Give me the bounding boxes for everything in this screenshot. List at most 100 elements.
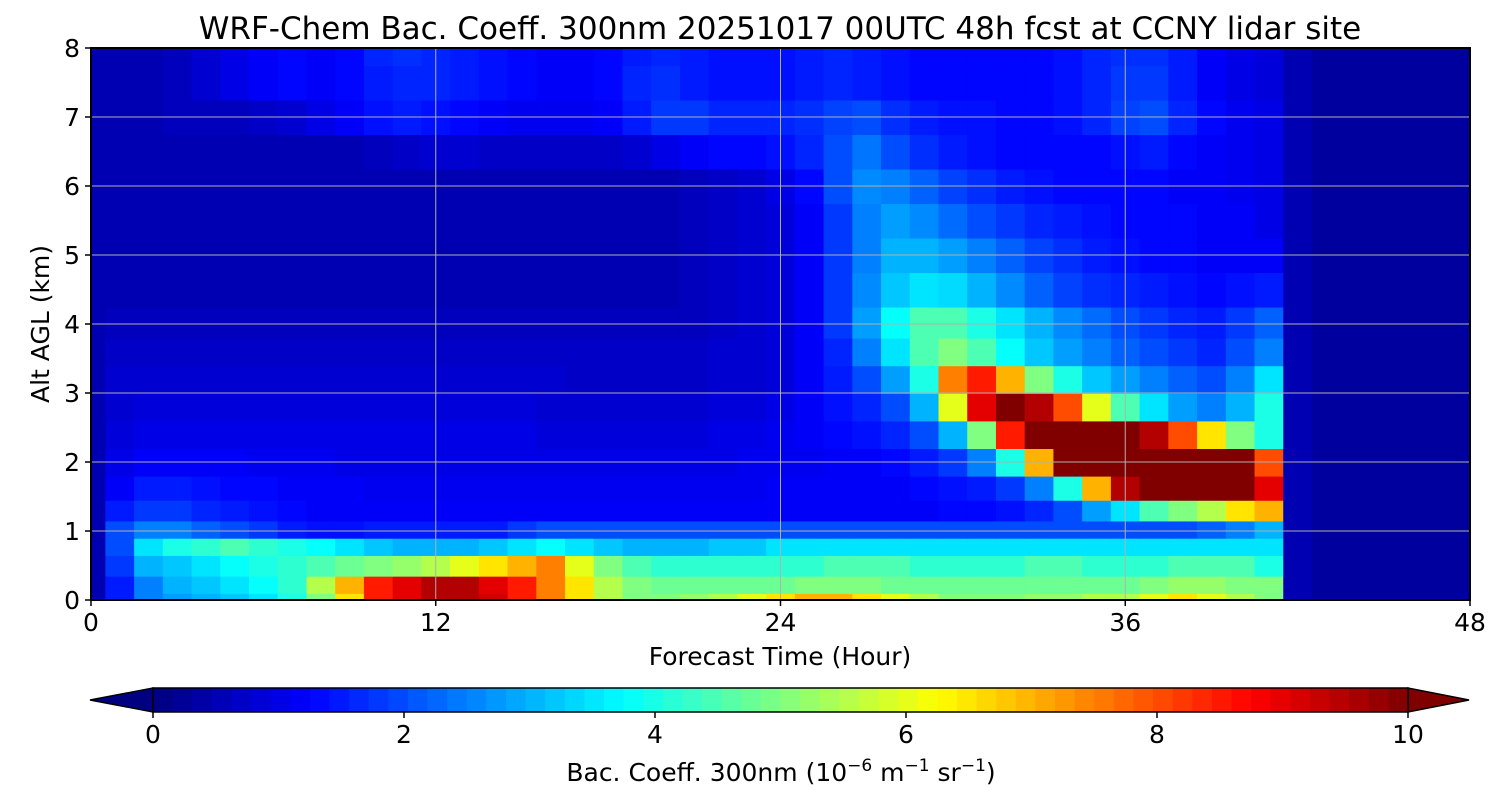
heatmap-cell (967, 575, 997, 594)
heatmap-cell (220, 520, 250, 539)
heatmap-cell (1340, 203, 1371, 239)
heatmap-cell (1283, 134, 1313, 170)
colorbar-segment (192, 688, 213, 712)
heatmap-cell (536, 365, 566, 394)
y-tick-label: 3 (64, 379, 80, 408)
heatmap-cell (363, 393, 394, 422)
heatmap-cell (1139, 65, 1170, 101)
heatmap-cell (191, 65, 222, 101)
heatmap-cell (1082, 337, 1112, 367)
colorbar-segment (211, 688, 233, 712)
heatmap-cell (478, 272, 509, 308)
heatmap-cell (651, 306, 681, 339)
heatmap-cell (565, 65, 595, 101)
heatmap-cell (995, 65, 1026, 101)
heatmap-cell (651, 537, 681, 556)
colorbar-segment (1172, 688, 1193, 712)
heatmap-cell (794, 337, 825, 367)
heatmap-cell (335, 393, 365, 422)
heatmap-cell (967, 393, 997, 422)
heatmap-cell (1197, 499, 1227, 522)
heatmap-cell (478, 475, 509, 501)
y-tick-label: 6 (64, 172, 80, 201)
heatmap-cell (823, 420, 854, 449)
heatmap-cell (622, 393, 653, 422)
heatmap-cell (1024, 65, 1055, 101)
heatmap-cell (162, 48, 193, 67)
heatmap-cell (737, 272, 767, 308)
heatmap-cell (593, 499, 624, 522)
heatmap-cell (938, 365, 969, 394)
colorbar-segment (819, 688, 840, 712)
heatmap-cell (909, 272, 940, 308)
heatmap-cell (249, 337, 279, 367)
heatmap-cell (794, 593, 825, 600)
heatmap-cell (909, 520, 940, 539)
heatmap-cell (1053, 337, 1083, 367)
heatmap-cell (1168, 593, 1198, 600)
heatmap-cell (794, 575, 825, 594)
heatmap-cell (708, 593, 739, 600)
heatmap-cell (306, 420, 336, 449)
heatmap-cell (565, 420, 595, 449)
heatmap-cell (450, 593, 480, 600)
heatmap-cell (737, 537, 767, 556)
heatmap-cell (1369, 272, 1399, 308)
heatmap-cell (651, 575, 681, 594)
heatmap-cell (593, 306, 624, 339)
colorbar-segment (937, 688, 958, 712)
heatmap-cell (507, 203, 538, 239)
heatmap-cell (881, 520, 911, 539)
heatmap-cell (651, 520, 681, 539)
heatmap-cell (335, 134, 365, 170)
heatmap-cell (306, 306, 336, 339)
heatmap-cell (852, 593, 882, 600)
heatmap-cell (622, 48, 653, 67)
heatmap-cell (737, 306, 767, 339)
heatmap-cell (1168, 306, 1198, 339)
colorbar-segment (290, 688, 311, 712)
heatmap-cell (1426, 306, 1457, 339)
heatmap-cell (1225, 337, 1256, 367)
heatmap-cell (1254, 537, 1285, 556)
heatmap-cell (220, 203, 250, 239)
heatmap-cell (134, 537, 164, 556)
y-tick-label: 7 (64, 103, 80, 132)
heatmap-cell (1225, 272, 1256, 308)
heatmap-cell (306, 134, 336, 170)
heatmap-cell (622, 537, 653, 556)
heatmap-cell (134, 203, 164, 239)
heatmap-cell (1369, 306, 1399, 339)
heatmap-cell (536, 203, 566, 239)
colorbar-segment (270, 688, 291, 712)
heatmap-cell (306, 499, 336, 522)
heatmap-cell (277, 537, 308, 556)
heatmap-cell (909, 203, 940, 239)
colorbar-tick-label: 0 (145, 720, 161, 749)
heatmap-cell (392, 499, 423, 522)
heatmap-cell (335, 575, 365, 594)
heatmap-cell (1455, 475, 1470, 501)
heatmap-cell (392, 48, 423, 67)
heatmap-cell (1024, 203, 1055, 239)
heatmap-cell (651, 555, 681, 577)
heatmap-cell (794, 134, 825, 170)
heatmap-cell (1168, 65, 1198, 101)
colorbar-segment (329, 688, 350, 712)
colorbar-segment (1192, 688, 1213, 712)
heatmap-cell (1197, 272, 1227, 308)
heatmap-cell (823, 272, 854, 308)
heatmap-cell (1082, 575, 1112, 594)
heatmap-cell (507, 272, 538, 308)
heatmap-cell (249, 365, 279, 394)
heatmap-cell (306, 537, 336, 556)
heatmap-cell (162, 555, 193, 577)
colorbar-segment (996, 688, 1017, 712)
heatmap-cell (593, 48, 624, 67)
heatmap-cell (536, 575, 566, 594)
heatmap-cell (679, 593, 710, 600)
heatmap-cell (335, 475, 365, 501)
heatmap-cell (967, 337, 997, 367)
heatmap-cell (1139, 520, 1170, 539)
heatmap-cell (794, 306, 825, 339)
